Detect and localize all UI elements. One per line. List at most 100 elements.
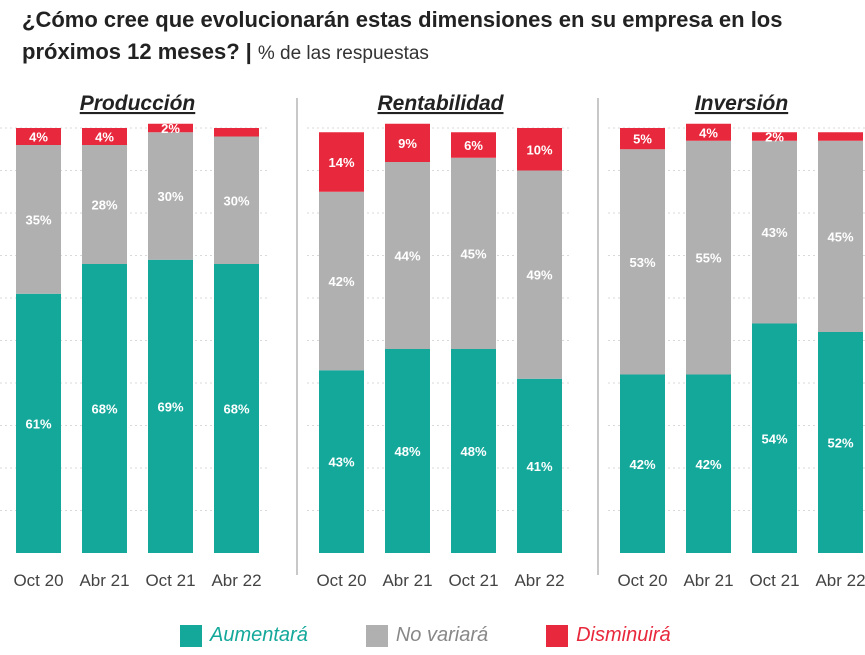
data-label-produccion-aumentara-oct-20: 61%	[25, 416, 51, 431]
bar-rentabilidad-no-variara-oct-20	[319, 191, 364, 371]
title-line-2-text: próximos 12 meses?	[22, 39, 240, 64]
bar-produccion-no-variara-abr-21	[82, 145, 127, 264]
legend-swatch-aumentara	[180, 624, 202, 647]
bar-produccion-aumentara-abr-21	[82, 264, 127, 553]
data-label-rentabilidad-no-variara-oct-21: 45%	[460, 246, 486, 261]
data-label-produccion-disminuira-oct-20: 4%	[29, 130, 48, 145]
bar-inversion-no-variara-oct-20	[620, 149, 665, 375]
data-label-inversion-aumentara-oct-20: 42%	[629, 457, 655, 472]
panel-title-rentabilidad: Rentabilidad	[377, 92, 504, 115]
data-label-inversion-disminuira-oct-21: 2%	[765, 129, 784, 144]
legend-item-no-variara: No variará	[365, 624, 489, 647]
data-label-produccion-no-variara-abr-22: 30%	[223, 193, 249, 208]
data-label-produccion-disminuira-abr-21: 4%	[95, 130, 114, 145]
data-label-rentabilidad-disminuira-abr-21: 9%	[398, 136, 417, 151]
bar-inversion-no-variara-abr-22	[818, 140, 863, 332]
data-label-rentabilidad-aumentara-oct-21: 48%	[460, 444, 486, 459]
panel-title-inversion: Inversión	[695, 92, 788, 115]
data-label-inversion-no-variara-oct-20: 53%	[629, 255, 655, 270]
bar-inversion-aumentara-oct-20	[620, 374, 665, 553]
bar-inversion-no-variara-oct-21	[752, 140, 797, 324]
legend-swatch-no-variara	[365, 624, 388, 647]
bar-produccion-aumentara-oct-21	[148, 259, 193, 553]
data-label-inversion-no-variara-abr-22: 45%	[827, 229, 853, 244]
x-tick-label-produccion-oct-20: Oct 20	[13, 571, 63, 590]
legend-swatch-disminuira	[546, 624, 569, 647]
bar-inversion-aumentara-abr-22	[818, 332, 863, 553]
data-label-rentabilidad-no-variara-abr-22: 49%	[526, 268, 552, 283]
data-label-inversion-disminuira-abr-21: 4%	[699, 125, 718, 140]
legend-label-aumentara: Aumentará	[210, 624, 308, 646]
data-label-produccion-no-variara-oct-21: 30%	[157, 189, 183, 204]
data-label-rentabilidad-no-variara-oct-20: 42%	[328, 274, 354, 289]
data-label-rentabilidad-no-variara-abr-21: 44%	[394, 249, 420, 264]
bar-inversion-aumentara-oct-21	[752, 323, 797, 553]
data-label-rentabilidad-disminuira-oct-20: 14%	[328, 155, 354, 170]
data-label-inversion-disminuira-oct-20: 5%	[633, 132, 652, 147]
bar-produccion-no-variara-oct-20	[16, 145, 61, 294]
legend-item-disminuira: Disminuirá	[546, 624, 671, 647]
bar-produccion-disminuira-oct-20	[16, 128, 61, 145]
bar-rentabilidad-disminuira-oct-20	[319, 132, 364, 192]
x-tick-label-inversion-oct-21: Oct 21	[749, 571, 799, 590]
bar-rentabilidad-no-variara-abr-21	[385, 162, 430, 349]
title-line-2: próximos 12 meses? |% de las respuestas	[22, 36, 862, 68]
data-label-inversion-aumentara-abr-21: 42%	[695, 457, 721, 472]
bar-inversion-disminuira-oct-21	[752, 132, 797, 141]
x-tick-label-inversion-abr-22: Abr 22	[815, 571, 865, 590]
legend-item-aumentara: Aumentará	[180, 624, 308, 647]
bar-produccion-disminuira-oct-21	[148, 123, 193, 133]
chart-subtitle: % de las respuestas	[257, 43, 429, 64]
data-label-inversion-no-variara-oct-21: 43%	[761, 225, 787, 240]
bar-rentabilidad-no-variara-oct-21	[451, 157, 496, 349]
data-label-inversion-aumentara-abr-22: 52%	[827, 436, 853, 451]
bar-produccion-aumentara-oct-20	[16, 293, 61, 553]
bar-produccion-no-variara-oct-21	[148, 132, 193, 260]
bar-rentabilidad-disminuira-oct-21	[451, 132, 496, 158]
bar-produccion-disminuira-abr-21	[82, 128, 127, 145]
data-label-rentabilidad-disminuira-oct-21: 6%	[464, 138, 483, 153]
legend-label-no-variara: No variará	[395, 624, 489, 646]
x-tick-label-rentabilidad-abr-21: Abr 21	[382, 571, 432, 590]
bar-rentabilidad-aumentara-oct-20	[319, 370, 364, 553]
legend-label-disminuira: Disminuirá	[576, 624, 671, 646]
bar-produccion-disminuira-abr-22	[214, 128, 259, 137]
bar-inversion-disminuira-oct-20	[620, 128, 665, 150]
title-line-1: ¿Cómo cree que evolucionarán estas dimen…	[22, 7, 783, 32]
data-label-produccion-no-variara-oct-20: 35%	[25, 212, 51, 227]
x-tick-label-inversion-abr-21: Abr 21	[683, 571, 733, 590]
data-label-produccion-aumentara-abr-22: 68%	[223, 402, 249, 417]
x-tick-label-rentabilidad-oct-20: Oct 20	[316, 571, 366, 590]
chart-title: ¿Cómo cree que evolucionarán estas dimen…	[22, 4, 862, 68]
x-tick-label-produccion-abr-22: Abr 22	[211, 571, 261, 590]
data-label-produccion-aumentara-oct-21: 69%	[157, 399, 183, 414]
data-label-inversion-aumentara-oct-21: 54%	[761, 431, 787, 446]
data-label-rentabilidad-disminuira-abr-22: 10%	[526, 142, 552, 157]
bar-inversion-aumentara-abr-21	[686, 374, 731, 553]
title-separator: |	[245, 39, 252, 64]
data-label-produccion-disminuira-oct-21: 2%	[161, 121, 180, 136]
bar-produccion-aumentara-abr-22	[214, 264, 259, 553]
bar-inversion-disminuira-abr-22	[818, 132, 863, 141]
x-tick-label-produccion-oct-21: Oct 21	[145, 571, 195, 590]
bar-rentabilidad-disminuira-abr-22	[517, 128, 562, 171]
x-tick-label-produccion-abr-21: Abr 21	[79, 571, 129, 590]
data-label-inversion-no-variara-abr-21: 55%	[695, 251, 721, 266]
legend: Aumentará No variará Disminuirá	[180, 624, 729, 647]
stacked-bar-charts: Producción 61% 35% 4% Oct 20 68% 28% 4% Abr 21 69…	[0, 92, 865, 590]
data-label-produccion-aumentara-abr-21: 68%	[91, 402, 117, 417]
bar-rentabilidad-aumentara-abr-21	[385, 349, 430, 553]
x-tick-label-rentabilidad-oct-21: Oct 21	[448, 571, 498, 590]
x-tick-label-rentabilidad-abr-22: Abr 22	[514, 571, 564, 590]
panel-title-produccion: Producción	[80, 92, 196, 115]
data-label-produccion-no-variara-abr-21: 28%	[91, 198, 117, 213]
bar-produccion-no-variara-abr-22	[214, 136, 259, 264]
data-label-rentabilidad-aumentara-abr-21: 48%	[394, 444, 420, 459]
bar-rentabilidad-aumentara-oct-21	[451, 349, 496, 553]
bar-inversion-no-variara-abr-21	[686, 140, 731, 375]
data-label-rentabilidad-aumentara-abr-22: 41%	[526, 459, 552, 474]
bar-rentabilidad-disminuira-abr-21	[385, 123, 430, 162]
x-tick-label-inversion-oct-20: Oct 20	[617, 571, 667, 590]
bar-rentabilidad-aumentara-abr-22	[517, 378, 562, 553]
data-label-rentabilidad-aumentara-oct-20: 43%	[328, 455, 354, 470]
